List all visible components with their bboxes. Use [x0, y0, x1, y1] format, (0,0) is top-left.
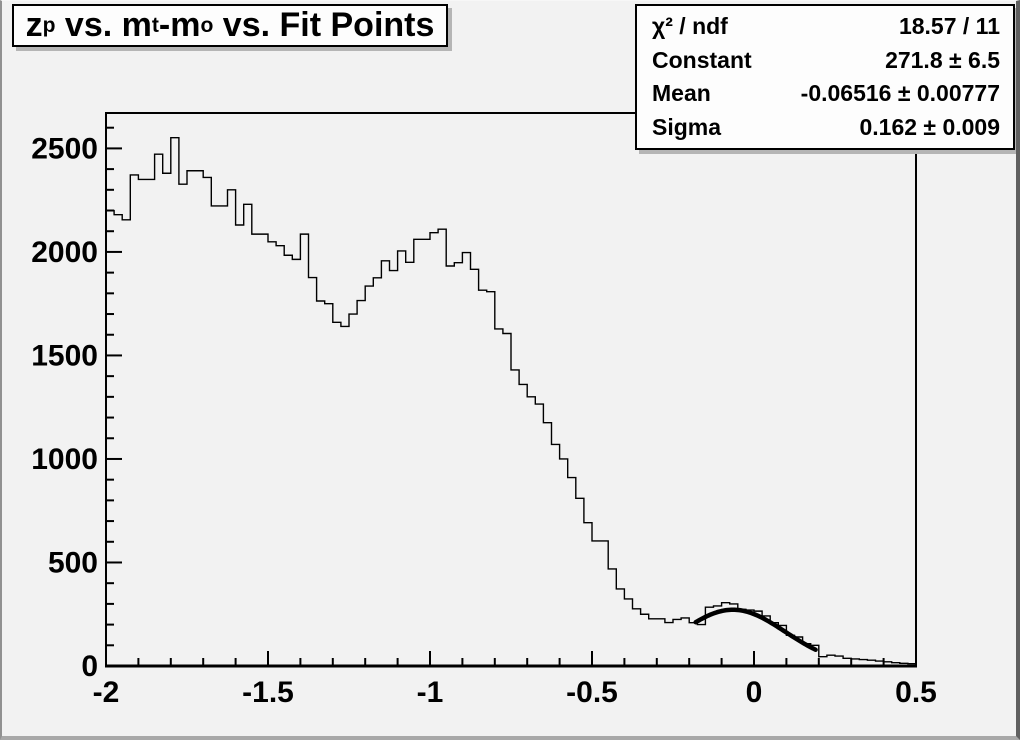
sigma-value: 0.162 ± 0.009	[859, 113, 1000, 140]
constant-value: 271.8 ± 6.5	[885, 46, 1000, 73]
x-tick-label: 0	[746, 676, 763, 709]
histogram-line	[105, 136, 917, 666]
title-text: -m	[158, 6, 201, 44]
fit-stats-box: χ² / ndf 18.57 / 11 Constant 271.8 ± 6.5…	[635, 4, 1015, 150]
y-tick-label: 2500	[31, 132, 98, 165]
constant-label: Constant	[652, 46, 752, 73]
sigma-label: Sigma	[652, 113, 722, 140]
plot-title-box: zp vs. mt-mo vs. Fit Points	[12, 4, 448, 47]
y-tick-label: 2000	[31, 236, 98, 269]
y-axis: 0 500 1000 1500 2000 2500	[31, 126, 122, 683]
y-tick-label: 500	[48, 546, 98, 579]
mean-label: Mean	[652, 80, 711, 107]
y-tick-label: 1500	[31, 339, 98, 372]
title-text: vs. m	[55, 6, 152, 44]
title-subscript: p	[42, 14, 56, 37]
title-subscript: t	[151, 14, 159, 37]
x-tick-label: -0.5	[566, 676, 618, 709]
x-tick-label: -1.5	[242, 676, 294, 709]
stats-row-constant: Constant 271.8 ± 6.5	[637, 46, 1013, 73]
y-tick-label: 1000	[31, 443, 98, 476]
x-tick-label: -1	[417, 676, 444, 709]
x-tick-label: 0.5	[895, 676, 937, 709]
stats-row-chi2: χ² / ndf 18.57 / 11	[637, 15, 1013, 38]
title-text: vs. Fit Points	[213, 6, 435, 44]
y-tick-label: 0	[81, 650, 98, 683]
chi2-label: χ² / ndf	[652, 13, 728, 40]
stats-row-mean: Mean -0.06516 ± 0.00777	[637, 82, 1013, 105]
chi2-value: 18.57 / 11	[898, 13, 1000, 40]
gaussian-fit-curve	[693, 607, 818, 652]
plot-title: zp vs. mt-mo vs. Fit Points	[26, 6, 435, 45]
title-subscript: o	[200, 14, 214, 37]
mean-value: -0.06516 ± 0.00777	[800, 80, 1000, 107]
x-axis: -2 -1.5 -1 -0.5 0 0.5	[93, 651, 937, 709]
x-tick-label: -2	[93, 676, 120, 709]
stats-row-sigma: Sigma 0.162 ± 0.009	[637, 113, 1013, 140]
title-text: z	[25, 6, 43, 44]
